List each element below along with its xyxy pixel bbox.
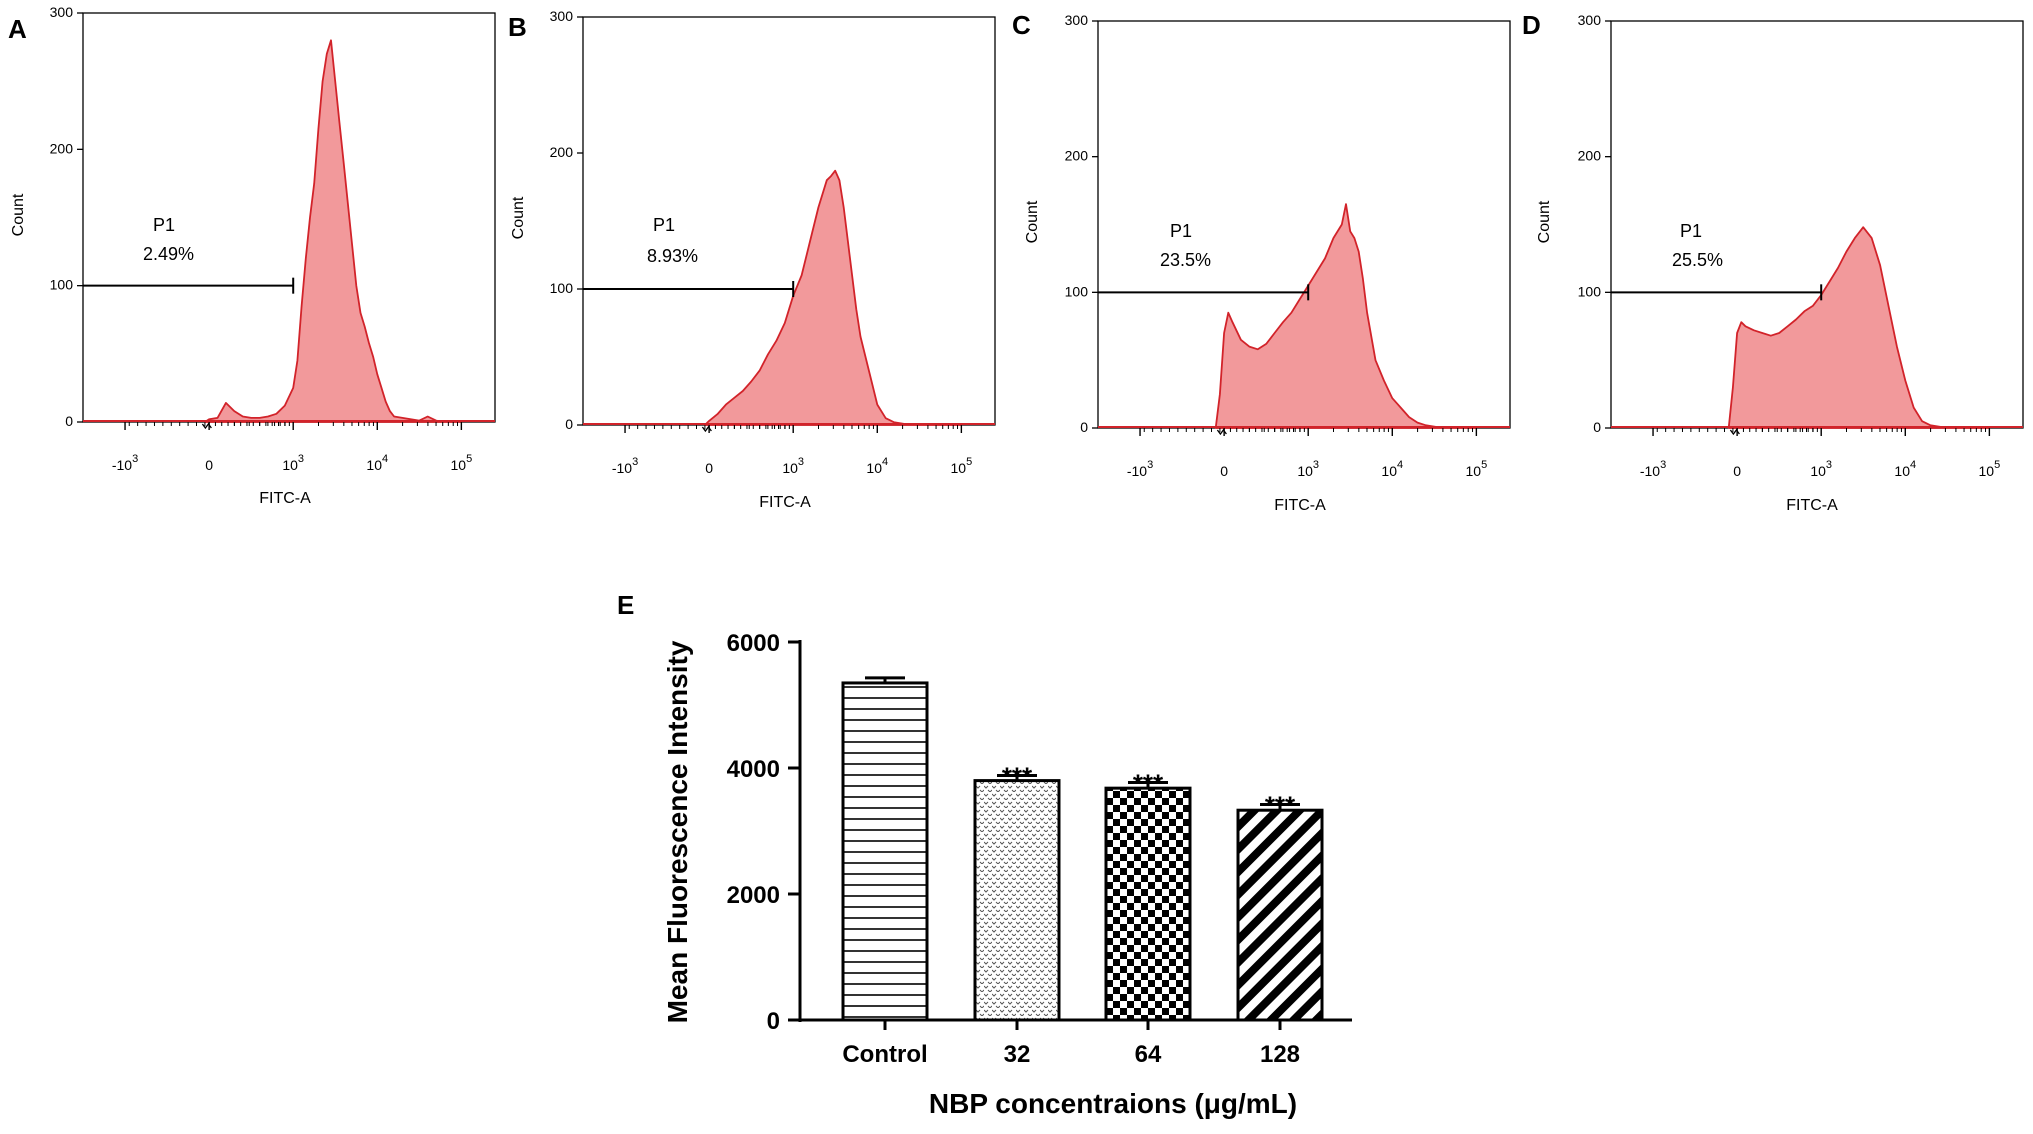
bar-64 — [1104, 786, 1192, 1022]
histogram-area — [1727, 226, 1991, 429]
gate-percent: 2.49% — [143, 244, 194, 264]
x-tick-label: 104 — [1894, 459, 1916, 479]
panel-letter-a: A — [8, 14, 27, 44]
zero-marker — [701, 425, 712, 433]
y-tick-label: 4000 — [727, 756, 780, 783]
y-tick-label: 200 — [550, 144, 574, 160]
histogram-panel-b: B 0 100 200 300 Count FITC-A -103 0 103 104 105… — [508, 8, 996, 511]
gate-name: P1 — [1170, 221, 1192, 241]
y-axis-title: Count — [510, 196, 527, 239]
x-tick-labels: -103 0 103 104 105 — [112, 422, 472, 473]
x-tick-label: 0 — [705, 460, 713, 476]
x-tick-label: 103 — [1810, 459, 1832, 479]
x-tick-label: 104 — [1381, 459, 1403, 479]
y-axis-title: Count — [10, 193, 27, 236]
y-axis-title: Count — [1536, 200, 1553, 243]
zero-marker — [201, 422, 212, 430]
y-tick-label: 300 — [50, 4, 74, 20]
bar-chart-panel-e: E Mean Fluorescence Intensity NBP concen… — [617, 590, 1352, 1119]
y-tick-labels: 0 100 200 300 — [1065, 12, 1098, 435]
panel-letter-b: B — [508, 12, 527, 42]
bar-128 — [1236, 808, 1324, 1022]
y-tick-label: 200 — [1578, 148, 1602, 164]
x-tick-label: 32 — [1004, 1041, 1031, 1068]
x-tick-label: 104 — [866, 456, 888, 476]
x-tick-label: 105 — [451, 453, 473, 473]
x-tick-label: 0 — [1220, 463, 1228, 479]
x-tick-label: -103 — [1127, 459, 1153, 479]
x-axis-title: FITC-A — [259, 490, 311, 507]
x-axis-title: FITC-A — [1786, 497, 1838, 514]
y-axis-title: Count — [1024, 200, 1041, 243]
y-tick-label: 300 — [1065, 12, 1089, 28]
x-tick-label: 0 — [205, 457, 213, 473]
x-tick-label: 64 — [1135, 1041, 1162, 1068]
gate-percent: 8.93% — [647, 246, 698, 266]
panel-letter-d: D — [1522, 10, 1541, 40]
histogram-panel-d: D 0 100 200 300 Count FITC-A -103 0 103 104 105… — [1522, 10, 2024, 514]
y-tick-label: 200 — [50, 140, 74, 156]
x-tick-labels: -103 0 103 104 105 — [1640, 428, 2000, 479]
y-axis-title: Mean Fluorescence Intensity — [662, 640, 693, 1023]
gate-name: P1 — [653, 215, 675, 235]
y-tick-labels: 0 100 200 300 — [1578, 12, 1611, 435]
y-tick-label: 300 — [550, 8, 574, 24]
x-tick-label: 105 — [1466, 459, 1488, 479]
x-tick-labels: -103 0 103 104 105 — [612, 425, 972, 476]
y-tick-label: 200 — [1065, 148, 1089, 164]
x-tick-label: 105 — [1979, 459, 2001, 479]
x-tick-label: 105 — [951, 456, 973, 476]
y-tick-label: 0 — [1593, 419, 1601, 435]
x-tick-label: 103 — [282, 453, 304, 473]
y-tick-label: 0 — [1080, 419, 1088, 435]
plot-frame — [82, 12, 496, 423]
gate-name: P1 — [1680, 221, 1702, 241]
y-tick-label: 100 — [1065, 283, 1089, 299]
x-tick-label: 103 — [782, 456, 804, 476]
bar-32 — [973, 779, 1061, 1022]
zero-marker — [1216, 428, 1227, 436]
gate-percent: 23.5% — [1160, 250, 1211, 270]
gate-name: P1 — [153, 215, 175, 235]
y-tick-label: 300 — [1578, 12, 1602, 28]
y-tick-label: 6000 — [727, 630, 780, 657]
histogram-panel-a: A 0 100 200 300 Count FITC-A -103 0 103 104 105… — [8, 4, 496, 507]
x-tick-label: -103 — [112, 453, 138, 473]
x-tick-label: Control — [842, 1041, 927, 1068]
y-tick-label: 100 — [50, 277, 74, 293]
x-axis-title: NBP concentraions (μg/mL) — [929, 1088, 1297, 1119]
histogram-area — [204, 39, 463, 423]
bar-Control — [841, 681, 929, 1022]
x-tick-label: 0 — [1733, 463, 1741, 479]
panel-letter-c: C — [1012, 10, 1031, 40]
y-tick-label: 0 — [565, 416, 573, 432]
y-tick-label: 0 — [65, 413, 73, 429]
histogram-area — [704, 169, 963, 426]
y-tick-label: 100 — [550, 280, 574, 296]
x-tick-label: -103 — [1640, 459, 1666, 479]
histogram-panel-c: C 0 100 200 300 Count FITC-A -103 0 103 104 105… — [1012, 10, 1511, 514]
x-tick-label: 103 — [1297, 459, 1319, 479]
significance-label: *** — [1133, 768, 1164, 798]
y-tick-label: 0 — [767, 1008, 780, 1035]
y-tick-label: 100 — [1578, 283, 1602, 299]
y-tick-labels: 0 100 200 300 — [50, 4, 83, 429]
x-tick-label: 104 — [366, 453, 388, 473]
zero-marker — [1729, 428, 1740, 436]
significance-label: *** — [1002, 762, 1033, 792]
significance-label: *** — [1265, 791, 1296, 821]
x-axis-title: FITC-A — [1274, 497, 1326, 514]
x-axis-title: FITC-A — [759, 494, 811, 511]
x-tick-labels: -103 0 103 104 105 — [1127, 428, 1487, 479]
y-tick-labels: 0 100 200 300 — [550, 8, 583, 432]
x-tick-label: 128 — [1260, 1041, 1300, 1068]
histogram-area — [1214, 203, 1478, 429]
panel-letter-e: E — [617, 590, 634, 620]
gate-percent: 25.5% — [1672, 250, 1723, 270]
x-tick-label: -103 — [612, 456, 638, 476]
y-tick-label: 2000 — [727, 882, 780, 909]
